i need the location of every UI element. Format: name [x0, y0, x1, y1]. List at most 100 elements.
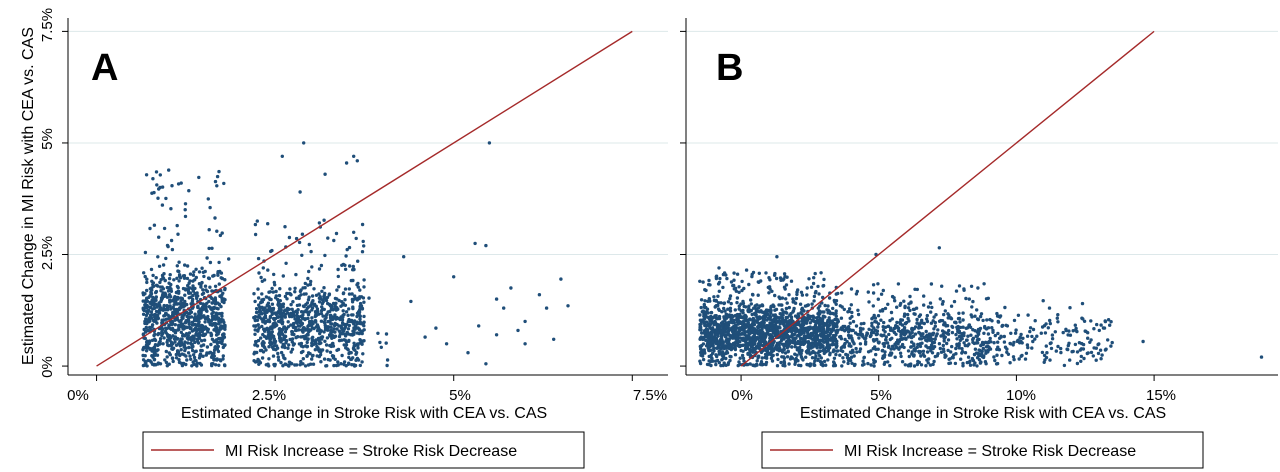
scatter-point: [985, 327, 988, 330]
scatter-point: [215, 230, 218, 233]
scatter-point: [774, 347, 777, 350]
scatter-point: [1141, 340, 1144, 343]
scatter-point: [755, 313, 758, 316]
scatter-point: [922, 294, 925, 297]
scatter-point: [841, 356, 844, 359]
scatter-point: [358, 288, 361, 291]
scatter-point: [714, 353, 717, 356]
scatter-point: [153, 224, 156, 227]
scatter-point: [1049, 322, 1052, 325]
scatter-point: [320, 312, 323, 315]
scatter-point: [957, 312, 960, 315]
scatter-point: [146, 345, 149, 348]
scatter-point: [222, 182, 225, 185]
scatter-point: [188, 354, 191, 357]
scatter-point: [922, 303, 925, 306]
scatter-point: [837, 320, 840, 323]
scatter-point: [822, 329, 825, 332]
scatter-point: [361, 250, 364, 253]
scatter-point: [958, 317, 961, 320]
scatter-point: [357, 358, 360, 361]
scatter-point: [822, 278, 825, 281]
scatter-point: [201, 349, 204, 352]
scatter-point: [978, 349, 981, 352]
scatter-point: [1042, 299, 1045, 302]
scatter-point: [890, 337, 893, 340]
scatter-point: [699, 362, 702, 365]
scatter-point: [872, 283, 875, 286]
scatter-point: [153, 307, 156, 310]
scatter-point: [759, 309, 762, 312]
scatter-point: [849, 351, 852, 354]
scatter-point: [168, 339, 171, 342]
scatter-point: [164, 197, 167, 200]
scatter-point: [942, 323, 945, 326]
scatter-point: [912, 308, 915, 311]
scatter-point: [298, 241, 301, 244]
scatter-point: [788, 319, 791, 322]
scatter-point: [1108, 324, 1111, 327]
scatter-point: [272, 363, 275, 366]
scatter-point: [516, 329, 519, 332]
scatter-point: [282, 305, 285, 308]
scatter-point: [222, 354, 225, 357]
scatter-point: [727, 314, 730, 317]
scatter-point: [163, 292, 166, 295]
scatter-point: [852, 320, 855, 323]
scatter-point: [385, 332, 388, 335]
scatter-point: [826, 304, 829, 307]
scatter-point: [156, 362, 159, 365]
scatter-point: [867, 290, 870, 293]
scatter-point: [334, 322, 337, 325]
scatter-point: [717, 350, 720, 353]
scatter-point: [950, 305, 953, 308]
scatter-point: [340, 354, 343, 357]
scatter-point: [214, 363, 217, 366]
scatter-point: [1004, 346, 1007, 349]
scatter-point: [967, 324, 970, 327]
scatter-point: [314, 338, 317, 341]
scatter-point: [699, 322, 702, 325]
scatter-point: [842, 360, 845, 363]
scatter-point: [148, 339, 151, 342]
scatter-point: [934, 337, 937, 340]
scatter-point: [145, 349, 148, 352]
scatter-point: [161, 342, 164, 345]
scatter-point: [849, 334, 852, 337]
scatter-point: [815, 326, 818, 329]
scatter-point: [769, 315, 772, 318]
scatter-point: [779, 312, 782, 315]
scatter-point: [719, 301, 722, 304]
scatter-point: [707, 333, 710, 336]
scatter-point: [916, 360, 919, 363]
scatter-point: [984, 341, 987, 344]
scatter-point: [155, 183, 158, 186]
scatter-point: [908, 355, 911, 358]
scatter-point: [926, 346, 929, 349]
scatter-point: [207, 320, 210, 323]
scatter-point: [292, 314, 295, 317]
scatter-point: [206, 345, 209, 348]
scatter-point: [1092, 354, 1095, 357]
scatter-point: [795, 293, 798, 296]
scatter-point: [828, 310, 831, 313]
scatter-point: [306, 307, 309, 310]
scatter-point: [359, 315, 362, 318]
scatter-point: [295, 336, 298, 339]
scatter-point: [216, 272, 219, 275]
scatter-point: [876, 332, 879, 335]
scatter-point: [332, 364, 335, 367]
scatter-point: [172, 360, 175, 363]
scatter-point: [998, 315, 1001, 318]
scatter-point: [854, 347, 857, 350]
scatter-point: [723, 271, 726, 274]
scatter-point: [724, 357, 727, 360]
scatter-point: [774, 321, 777, 324]
scatter-point: [217, 316, 220, 319]
scatter-point: [320, 309, 323, 312]
scatter-point: [566, 304, 569, 307]
scatter-point: [778, 297, 781, 300]
scatter-point: [706, 363, 709, 366]
scatter-point: [922, 350, 925, 353]
scatter-point: [984, 362, 987, 365]
